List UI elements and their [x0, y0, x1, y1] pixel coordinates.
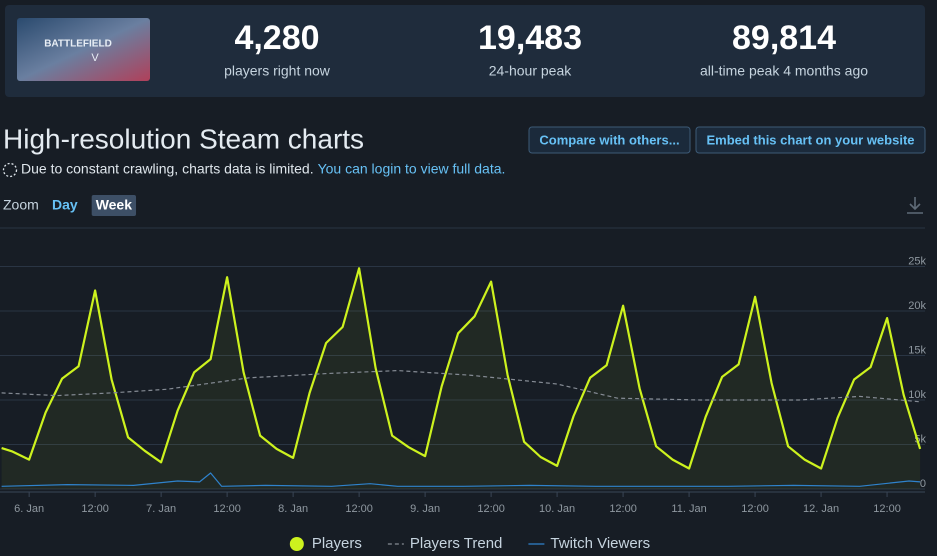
compare-button[interactable]: Compare with others... — [528, 126, 691, 154]
download-icon[interactable] — [907, 197, 923, 214]
zoom-option-bg[interactable] — [91, 195, 137, 216]
legend-marker[interactable] — [289, 537, 304, 551]
button-bg[interactable] — [528, 126, 691, 154]
zoom-option[interactable]: Day — [52, 197, 78, 213]
cover-text: V — [91, 52, 99, 64]
series-line — [1, 370, 921, 403]
zoom-options: Day Week — [52, 195, 137, 216]
x-tick-label: 12:00 — [213, 503, 241, 515]
button-bg[interactable] — [695, 126, 926, 154]
notice-text: Due to constant crawling, charts data is… — [21, 161, 314, 177]
y-tick-label: 10k — [908, 389, 926, 401]
x-tick-label: 12. Jan — [803, 503, 839, 515]
stat-value: 19,483 — [478, 19, 582, 57]
button-label[interactable]: Compare with others... — [539, 132, 679, 147]
stat-value: 4,280 — [234, 19, 319, 57]
game-cover — [17, 18, 150, 81]
cover-text: BATTLEFIELD — [44, 39, 112, 50]
zoom-option[interactable]: Week — [96, 197, 133, 213]
legend-label[interactable]: Players — [312, 535, 362, 552]
stat-value: 89,814 — [732, 19, 836, 57]
players-area — [1, 268, 921, 489]
stat-label: all-time peak 4 months ago — [700, 63, 868, 79]
x-tick-label: 7. Jan — [146, 503, 176, 515]
series-line — [1, 472, 921, 487]
legend: Players Players Trend Twitch Viewers — [289, 535, 650, 552]
x-tick-label: 8. Jan — [278, 503, 308, 515]
y-tick-label: 25k — [908, 255, 926, 267]
x-tick-label: 12:00 — [609, 503, 637, 515]
zoom-label: Zoom — [3, 197, 39, 213]
x-tick-label: 12:00 — [477, 503, 505, 515]
x-tick-label: 12:00 — [81, 503, 109, 515]
legend-label[interactable]: Players Trend — [410, 535, 503, 552]
y-tick-label: 20k — [908, 300, 926, 312]
x-tick-label: 6. Jan — [14, 503, 44, 515]
stats-panel — [5, 5, 925, 97]
x-tick-label: 12:00 — [873, 503, 901, 515]
button-label[interactable]: Embed this chart on your website — [706, 132, 914, 147]
y-tick-label: 0 — [920, 478, 926, 490]
x-tick-label: 9. Jan — [410, 503, 440, 515]
page-title: High-resolution Steam charts — [3, 123, 364, 154]
notice-icon — [2, 162, 18, 178]
legend-label[interactable]: Twitch Viewers — [550, 535, 650, 552]
stat-label: 24-hour peak — [489, 63, 573, 79]
x-tick-label: 10. Jan — [539, 503, 575, 515]
login-link[interactable]: You can login to view full data. — [318, 161, 506, 177]
y-tick-label: 15k — [908, 344, 926, 356]
series-line — [1, 267, 922, 470]
stat-label: players right now — [224, 63, 331, 79]
x-tick-label: 11. Jan — [671, 503, 706, 515]
x-tick-label: 12:00 — [345, 503, 373, 515]
embed-button[interactable]: Embed this chart on your website — [695, 126, 926, 154]
x-tick-label: 12:00 — [741, 503, 769, 515]
